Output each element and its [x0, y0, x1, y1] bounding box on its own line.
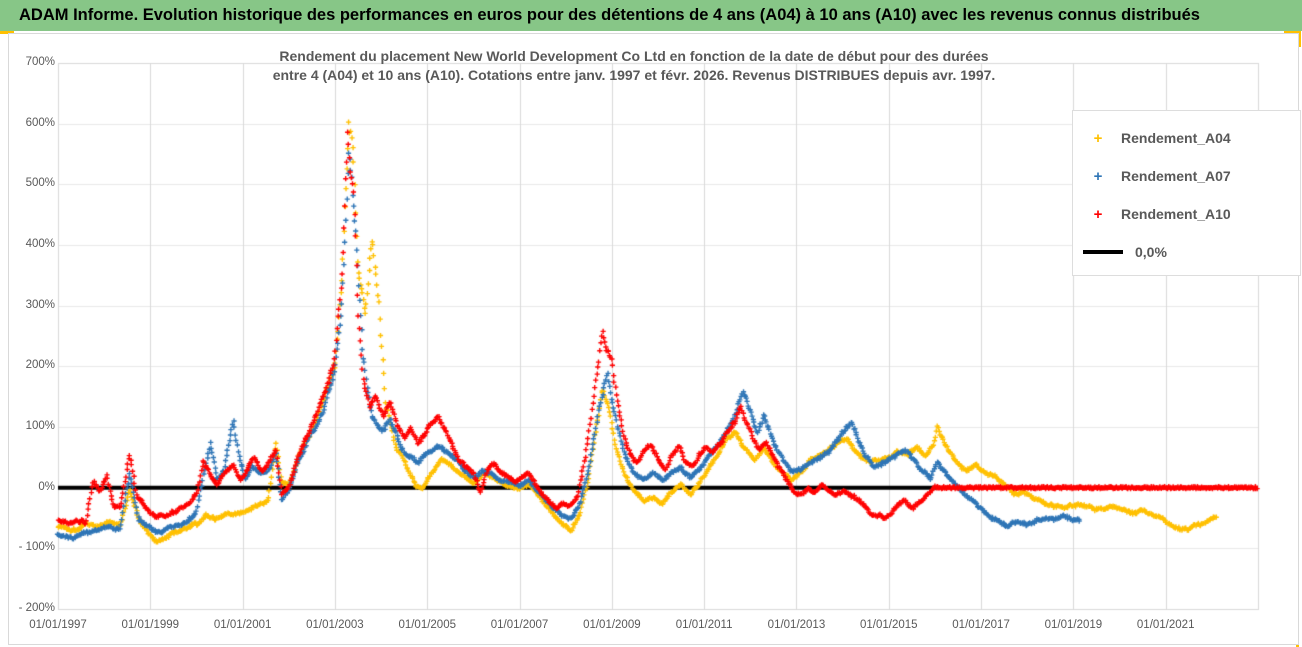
y-axis-tick-label: 500% [25, 177, 55, 190]
chart-title-line2: entre 4 (A04) et 10 ans (A10). Cotations… [272, 67, 996, 83]
x-axis-tick-label: 01/01/2015 [859, 619, 918, 631]
legend-item-label: Rendement_A04 [1121, 130, 1231, 146]
zero-line-swatch-icon [1083, 250, 1123, 254]
window-title-bar: ADAM Informe. Evolution historique des p… [0, 0, 1302, 31]
x-axis-tick-label: 01/01/2017 [952, 619, 1010, 631]
x-axis-tick-label: 01/01/2011 [675, 619, 733, 631]
chart-legend: + Rendement_A04 + Rendement_A07 + Rendement_A… [1072, 110, 1301, 276]
legend-item-rendement-a07[interactable]: + Rendement_A07 [1073, 157, 1300, 195]
x-axis-tick-label: 01/01/2019 [1044, 619, 1103, 631]
x-axis-tick-label: 01/01/2005 [398, 619, 456, 631]
plus-marker-icon: + [1093, 167, 1103, 185]
y-axis-tick-label: 400% [25, 238, 55, 250]
x-axis-tick-label: 01/01/2013 [767, 619, 826, 631]
legend-item-label: 0,0% [1135, 244, 1167, 260]
gold-accent-top-right [1284, 31, 1301, 47]
x-axis-tick-label: 01/01/2009 [583, 619, 641, 631]
chart-area[interactable]: Rendement du placement New World Develop… [8, 33, 1301, 645]
y-axis-tick-label: 200% [25, 359, 55, 372]
plus-marker-icon: + [1093, 205, 1103, 223]
x-axis-tick-label: 01/01/2007 [490, 619, 549, 631]
chart-title-line1: Rendement du placement New World Develop… [279, 48, 989, 64]
x-axis-tick-label: 01/01/2003 [306, 619, 364, 631]
x-axis-tick-label: 01/01/2021 [1136, 619, 1195, 631]
x-axis-tick-label: 01/01/2001 [213, 619, 272, 631]
y-axis-tick-label: 700% [25, 56, 55, 68]
y-axis-tick-label: - 100% [18, 541, 55, 554]
chart-title: Rendement du placement New World Develop… [159, 47, 1109, 85]
y-axis-tick-label: 600% [25, 116, 55, 129]
legend-item-label: Rendement_A10 [1121, 206, 1231, 222]
legend-item-label: Rendement_A07 [1121, 168, 1231, 184]
legend-item-0-0-[interactable]: 0,0% [1073, 233, 1300, 271]
y-axis-tick-label: - 200% [18, 602, 55, 614]
y-axis-tick-label: 100% [25, 420, 55, 432]
plus-marker-icon: + [1093, 129, 1103, 147]
x-axis-tick-label: 01/01/1997 [29, 619, 87, 631]
legend-item-rendement-a10[interactable]: + Rendement_A10 [1073, 195, 1300, 233]
y-axis-tick-label: 300% [25, 298, 55, 311]
legend-item-rendement-a04[interactable]: + Rendement_A04 [1073, 119, 1300, 157]
gold-accent-top-left [0, 31, 14, 34]
y-axis-tick-label: 0% [38, 480, 55, 493]
x-axis-tick-label: 01/01/1999 [121, 619, 180, 631]
